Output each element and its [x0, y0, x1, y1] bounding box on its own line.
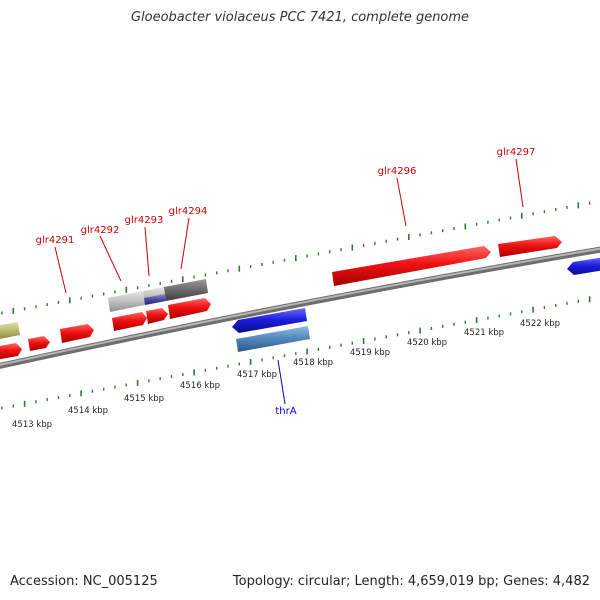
gene-forward-grey[interactable] [108, 291, 145, 312]
gene-forward-red[interactable] [60, 324, 94, 343]
gene-label-glr4293[interactable]: glr4293 [125, 215, 164, 226]
gene-reverse-steel[interactable] [236, 326, 310, 352]
axis-label: 4519 kbp [350, 348, 390, 358]
axis-label: 4522 kbp [520, 319, 560, 329]
accession-text: Accession: NC_005125 [10, 574, 158, 589]
axis-label: 4515 kbp [124, 394, 164, 404]
axis-label: 4520 kbp [407, 338, 447, 348]
gene-labels: glr4291 glr4292 glr4293 glr4294 glr4296 … [36, 147, 536, 417]
axis-label: 4521 kbp [464, 328, 504, 338]
gene-forward-olive[interactable] [0, 322, 20, 340]
map-title: Gloeobacter violaceus PCC 7421, complete… [130, 10, 470, 25]
leader-glr4293 [144, 226, 150, 277]
axis-label: 4513 kbp [12, 420, 52, 430]
gene-label-glr4292[interactable]: glr4292 [81, 225, 120, 236]
forward-strand-genes [0, 236, 562, 360]
gene-forward-red[interactable] [332, 246, 491, 286]
genome-backbone [0, 246, 600, 369]
axis-label: 4518 kbp [293, 358, 333, 368]
leader-thrA [277, 359, 286, 405]
genome-backbone-highlight [0, 247, 600, 366]
leader-glr4291 [54, 246, 67, 294]
gene-label-glr4291[interactable]: glr4291 [36, 235, 75, 246]
kbp-axis-labels: 4513 kbp 4514 kbp 4515 kbp 4516 kbp 4517… [12, 319, 560, 430]
gene-forward-purple[interactable] [144, 294, 166, 305]
gene-reverse-blue[interactable] [232, 308, 307, 333]
gene-label-leaders [54, 158, 524, 405]
gene-forward-red[interactable] [0, 343, 22, 360]
axis-label: 4517 kbp [237, 370, 277, 380]
axis-label: 4516 kbp [180, 381, 220, 391]
gene-forward-red[interactable] [168, 298, 211, 319]
inner-tick-row [1, 296, 591, 410]
leader-glr4292 [99, 235, 122, 282]
gene-forward-red[interactable] [28, 336, 50, 351]
gene-label-thrA[interactable]: thrA [275, 406, 296, 417]
gene-forward-red[interactable] [146, 308, 168, 324]
gene-forward-red[interactable] [498, 236, 562, 257]
gene-label-glr4297[interactable]: glr4297 [497, 147, 536, 158]
gene-label-glr4294[interactable]: glr4294 [169, 206, 208, 217]
leader-glr4294 [180, 217, 190, 270]
leader-glr4297 [515, 158, 524, 208]
leader-glr4296 [396, 177, 407, 227]
gene-reverse-blue[interactable] [567, 257, 600, 275]
gene-forward-red[interactable] [112, 312, 147, 331]
axis-label: 4514 kbp [68, 406, 108, 416]
gene-forward-dark-grey[interactable] [164, 279, 208, 301]
outer-tick-row [1, 201, 591, 315]
gene-label-glr4296[interactable]: glr4296 [378, 166, 417, 177]
genome-summary-text: Topology: circular; Length: 4,659,019 bp… [232, 574, 590, 589]
reverse-strand-genes [232, 257, 600, 352]
